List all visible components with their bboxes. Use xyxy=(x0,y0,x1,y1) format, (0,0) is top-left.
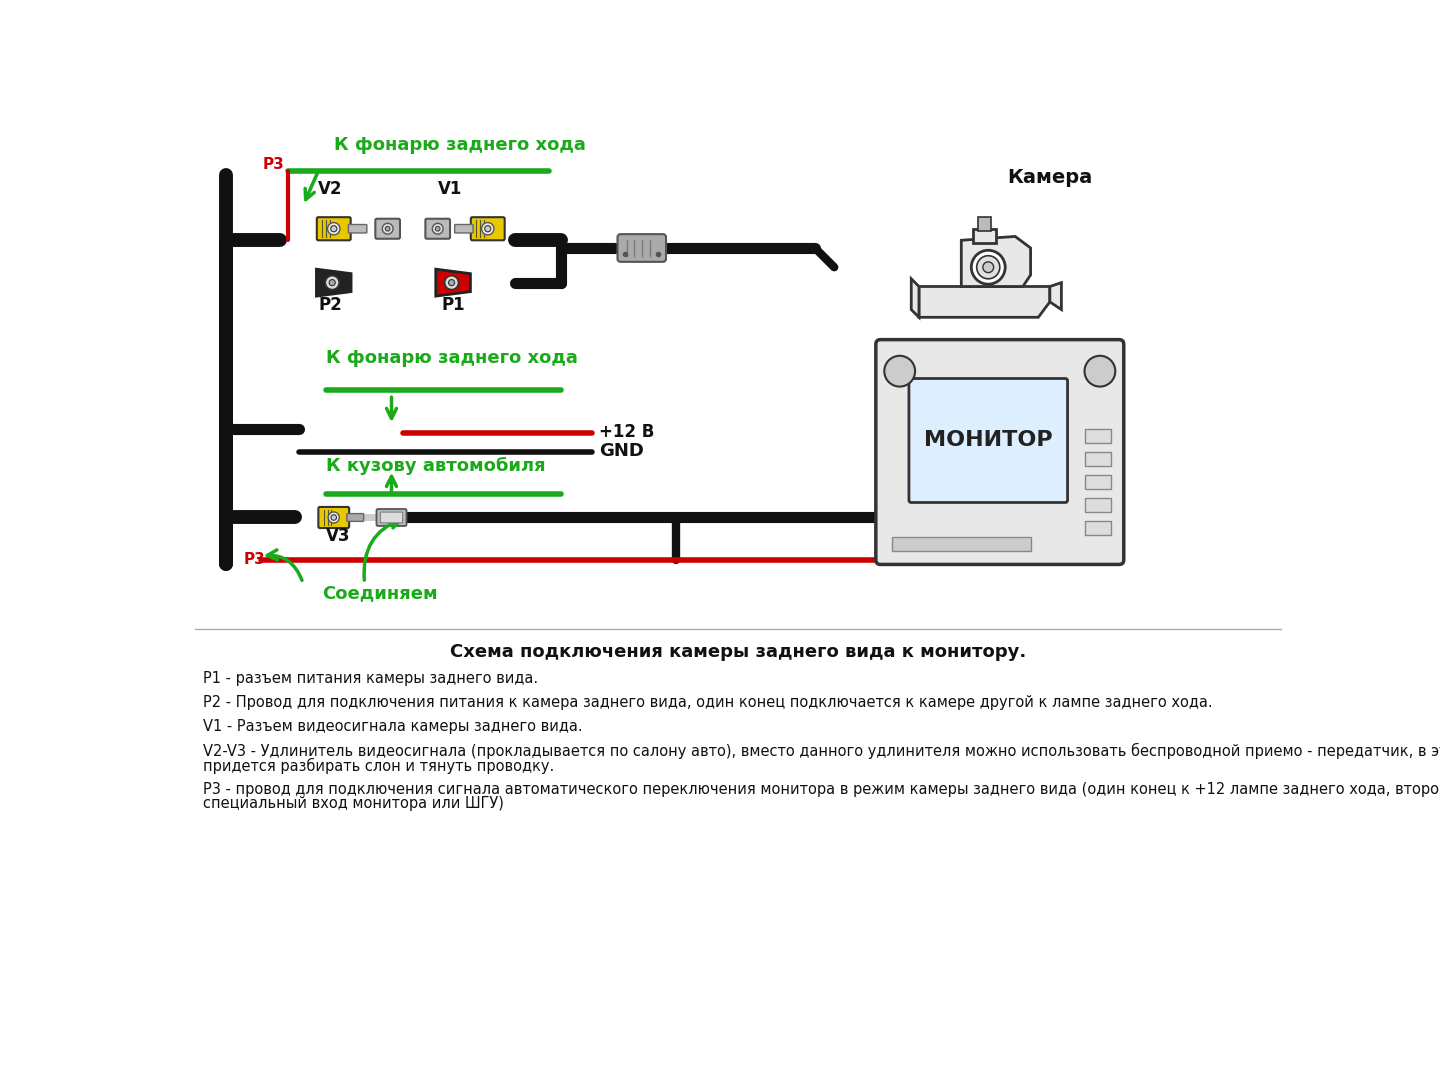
FancyBboxPatch shape xyxy=(455,224,474,233)
Circle shape xyxy=(1084,356,1116,387)
Text: К фонарю заднего хода: К фонарю заднего хода xyxy=(325,349,577,368)
Circle shape xyxy=(884,356,914,387)
FancyBboxPatch shape xyxy=(376,219,400,239)
FancyBboxPatch shape xyxy=(876,340,1123,565)
FancyBboxPatch shape xyxy=(376,509,406,526)
Circle shape xyxy=(485,226,491,232)
Text: Р3 - провод для подключения сигнала автоматического переключения монитора в режи: Р3 - провод для подключения сигнала авто… xyxy=(203,781,1440,796)
Polygon shape xyxy=(962,237,1031,286)
Polygon shape xyxy=(317,269,351,296)
Circle shape xyxy=(445,276,458,289)
FancyBboxPatch shape xyxy=(317,218,351,240)
Bar xyxy=(1084,452,1112,466)
Text: К фонарю заднего хода: К фонарю заднего хода xyxy=(334,136,586,154)
Bar xyxy=(1084,498,1112,512)
FancyBboxPatch shape xyxy=(380,512,403,523)
FancyBboxPatch shape xyxy=(909,378,1067,503)
FancyBboxPatch shape xyxy=(318,507,348,528)
FancyBboxPatch shape xyxy=(471,218,504,240)
Circle shape xyxy=(972,250,1005,284)
FancyBboxPatch shape xyxy=(347,513,364,521)
Circle shape xyxy=(331,226,337,232)
Text: GND: GND xyxy=(599,442,644,460)
Text: P3: P3 xyxy=(243,552,265,567)
Circle shape xyxy=(435,226,441,232)
Polygon shape xyxy=(919,286,1050,317)
Bar xyxy=(1084,475,1112,489)
Text: P1 - разъем питания камеры заднего вида.: P1 - разъем питания камеры заднего вида. xyxy=(203,671,539,686)
Bar xyxy=(973,228,996,242)
Circle shape xyxy=(328,512,340,523)
Text: специальный вход монитора или ШГУ): специальный вход монитора или ШГУ) xyxy=(203,796,504,812)
Circle shape xyxy=(327,223,340,235)
Text: +12 В: +12 В xyxy=(599,422,655,441)
Text: V1 - Разъем видеосигнала камеры заднего вида.: V1 - Разъем видеосигнала камеры заднего … xyxy=(203,719,582,734)
Circle shape xyxy=(382,223,393,234)
Circle shape xyxy=(448,280,455,286)
FancyBboxPatch shape xyxy=(618,234,667,262)
Polygon shape xyxy=(1050,283,1061,310)
Circle shape xyxy=(984,262,994,272)
Text: V3: V3 xyxy=(325,526,350,545)
Circle shape xyxy=(481,223,494,235)
Text: V2-V3 - Удлинитель видеосигнала (прокладывается по салону авто), вместо данного : V2-V3 - Удлинитель видеосигнала (проклад… xyxy=(203,743,1440,759)
Circle shape xyxy=(976,256,999,279)
Text: P1: P1 xyxy=(442,296,465,314)
Bar xyxy=(978,218,991,232)
Text: МОНИТОР: МОНИТОР xyxy=(924,431,1053,450)
Text: К кузову автомобиля: К кузову автомобиля xyxy=(325,457,546,475)
Text: P3: P3 xyxy=(264,157,285,172)
Bar xyxy=(1084,521,1112,535)
Bar xyxy=(891,537,1031,551)
Text: P2: P2 xyxy=(318,296,343,314)
Text: P2 - Провод для подключения питания к камера заднего вида, один конец подключает: P2 - Провод для подключения питания к ка… xyxy=(203,696,1212,711)
Polygon shape xyxy=(436,269,471,296)
Text: Камера: Камера xyxy=(1008,167,1093,187)
Text: V2: V2 xyxy=(318,180,343,198)
FancyBboxPatch shape xyxy=(348,224,367,233)
Circle shape xyxy=(325,276,340,289)
Bar xyxy=(1084,429,1112,443)
FancyBboxPatch shape xyxy=(425,219,451,239)
Circle shape xyxy=(432,223,444,234)
Circle shape xyxy=(331,515,337,520)
Circle shape xyxy=(386,226,390,232)
Polygon shape xyxy=(912,279,919,317)
Text: придется разбирать слон и тянуть проводку.: придется разбирать слон и тянуть проводк… xyxy=(203,758,554,774)
Text: V1: V1 xyxy=(438,180,462,198)
Text: Схема подключения камеры заднего вида к монитору.: Схема подключения камеры заднего вида к … xyxy=(449,643,1027,661)
Text: Соединяем: Соединяем xyxy=(323,584,438,602)
Circle shape xyxy=(330,280,336,286)
